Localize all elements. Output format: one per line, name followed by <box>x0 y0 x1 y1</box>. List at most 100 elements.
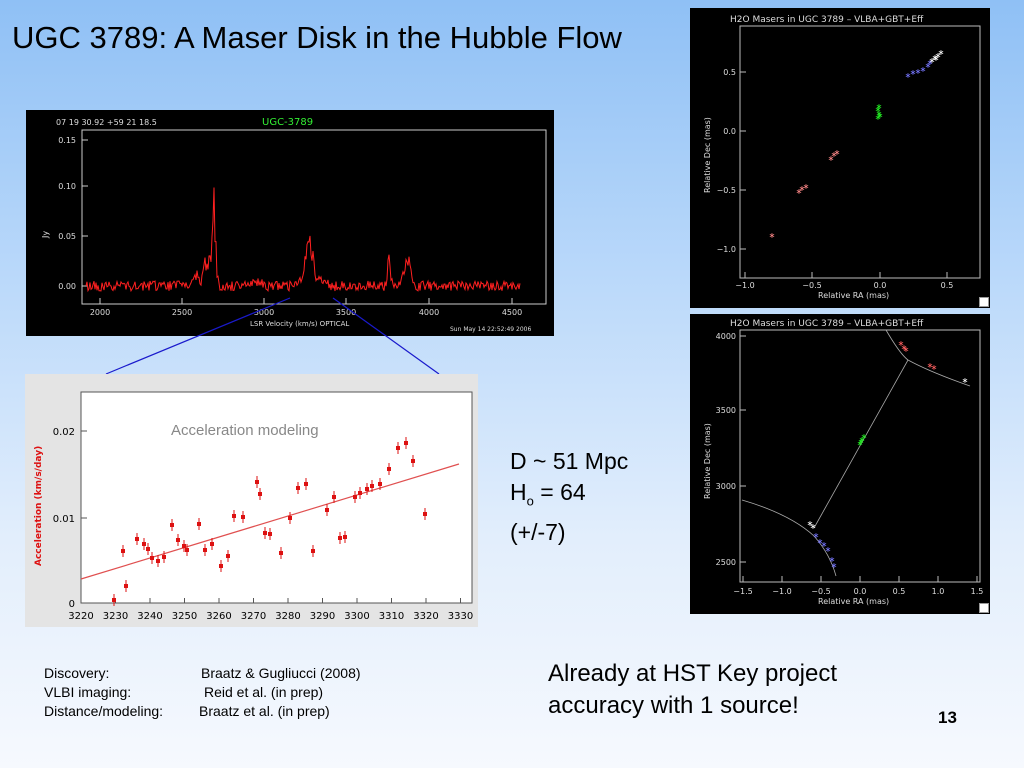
spectrum-xtick-label: 4000 <box>419 308 439 317</box>
maser-spot: ∗ <box>817 537 824 546</box>
map2-xtick-label: −0.5 <box>811 587 830 596</box>
map2-title: H2O Masers in UGC 3789 – VLBA+GBT+Eff <box>730 319 924 329</box>
acceleration-xtick-label: 3290 <box>310 611 335 622</box>
map1-ylabel: Relative Dec (mas) <box>703 117 712 193</box>
acceleration-point <box>296 486 300 490</box>
disk-curve-upper <box>885 329 971 387</box>
acceleration-xtick-label: 3330 <box>448 611 473 622</box>
acceleration-point <box>387 467 391 471</box>
acceleration-point <box>258 492 262 496</box>
acceleration-point <box>121 549 125 553</box>
acceleration-point <box>197 522 201 526</box>
acceleration-xticks: 3220 3230 3240 3250 3260 3270 3280 3290 3300 3310… <box>68 598 473 622</box>
acceleration-xtick-label: 3280 <box>275 611 300 622</box>
acceleration-xtick-label: 3240 <box>137 611 162 622</box>
resize-handle[interactable] <box>979 297 989 307</box>
acceleration-point <box>263 531 267 535</box>
h0-error: (+/-7) <box>510 518 566 545</box>
map2-ylabel: Relative Dec (mas) <box>703 423 712 499</box>
acceleration-point <box>142 542 146 546</box>
maser-spot: ∗ <box>861 432 868 441</box>
claim-line-1: Already at HST Key project <box>548 660 838 687</box>
spectrum-ytick-label: 0.05 <box>58 232 76 241</box>
claim-block: Already at HST Key project accuracy with… <box>548 658 968 722</box>
acceleration-xtick-label: 3230 <box>103 611 128 622</box>
distance-text: D ~ 51 Mpc <box>510 448 629 474</box>
spectrum-xtick-label: 2500 <box>172 308 192 317</box>
acceleration-point <box>135 537 139 541</box>
maser-spot: ∗ <box>807 519 814 528</box>
maser-spot: ∗ <box>831 150 838 159</box>
hubble-constant: Ho = 64 <box>510 477 628 517</box>
spectrum-xticks: 2000 2500 3000 3500 4000 4500 <box>90 298 522 317</box>
acceleration-point <box>150 556 154 560</box>
map1-ytick-label: 0.0 <box>723 127 736 136</box>
maser-spot: ∗ <box>929 56 936 65</box>
spectrum-ytick-label: 0.15 <box>58 136 76 145</box>
map2-xtick-label: −1.5 <box>733 587 752 596</box>
maser-spot: ∗ <box>938 48 945 57</box>
ref-row: VLBI imaging: Reid et al. (in prep) <box>44 683 361 702</box>
acceleration-point <box>279 551 283 555</box>
ref-label: Distance/modeling: <box>44 703 164 719</box>
acceleration-point <box>124 584 128 588</box>
resize-handle[interactable] <box>979 603 989 613</box>
maser-spot: ∗ <box>810 522 817 531</box>
spectrum-ytick-label: 0.10 <box>58 182 76 191</box>
spectrum-coords: 07 19 30.92 +59 21 18.5 <box>56 118 157 127</box>
maser-spot: ∗ <box>898 339 905 348</box>
acceleration-point <box>396 446 400 450</box>
acceleration-point <box>338 536 342 540</box>
acceleration-xtick-label: 3260 <box>206 611 231 622</box>
spectrum-xlabel: LSR Velocity (km/s) OPTICAL <box>250 320 349 328</box>
map2-maser-spots: ∗∗∗∗∗∗∗∗∗∗∗∗∗∗∗∗∗∗ <box>807 339 969 570</box>
map1-xtick-label: −1.0 <box>735 281 754 290</box>
map1-ytick-label: −0.5 <box>717 186 736 195</box>
acceleration-point <box>255 480 259 484</box>
maser-spot: ∗ <box>925 61 932 70</box>
acceleration-xtick-label: 3300 <box>344 611 369 622</box>
acceleration-label: Acceleration modeling <box>171 422 319 439</box>
map1-yticks: 0.5 0.0 −0.5 −1.0 <box>717 68 746 254</box>
maser-spot: ∗ <box>931 363 938 372</box>
spectrum-xtick-label: 4500 <box>502 308 522 317</box>
acceleration-point <box>311 549 315 553</box>
maser-spot: ∗ <box>769 231 776 240</box>
spectrum-name: UGC-3789 <box>262 117 313 128</box>
ref-label: VLBI imaging: <box>44 684 132 700</box>
map2-frame <box>739 329 981 583</box>
page-number: 13 <box>938 708 957 727</box>
maser-spot: ∗ <box>915 67 922 76</box>
acceleration-point <box>325 508 329 512</box>
acceleration-point <box>353 495 357 499</box>
maser-spot: ∗ <box>828 154 835 163</box>
maser-spot: ∗ <box>905 71 912 80</box>
spectrum-timestamp: Sun May 14 22:52:49 2006 <box>450 326 531 333</box>
ref-row: Discovery: Braatz & Gugliucci (2008) <box>44 664 361 683</box>
maser-spot: ∗ <box>903 345 910 354</box>
maser-spot: ∗ <box>877 111 884 120</box>
map1-xtick-label: 0.5 <box>941 281 954 290</box>
maser-map-bottom-plot: H2O Masers in UGC 3789 – VLBA+GBT+Eff Re… <box>703 319 984 606</box>
maser-spot: ∗ <box>927 58 934 67</box>
disk-curve-lower <box>741 499 837 577</box>
map2-xtick-label: 0.0 <box>854 587 867 596</box>
h0-value: = 64 <box>533 479 586 505</box>
map2-xtick-label: 1.0 <box>932 587 945 596</box>
ref-label: Discovery: <box>44 665 110 681</box>
map2-xlabel: Relative RA (mas) <box>818 597 889 606</box>
spectrum-xtick-label: 3000 <box>254 308 274 317</box>
acceleration-xtick-label: 3220 <box>68 611 93 622</box>
acceleration-point <box>185 548 189 552</box>
maser-spot: ∗ <box>933 54 940 63</box>
map2-xtick-label: 1.5 <box>971 587 984 596</box>
maser-map-top: H2O Masers in UGC 3789 – VLBA+GBT+Eff Re… <box>690 8 990 308</box>
spectrum-xtick-label: 2000 <box>90 308 110 317</box>
maser-spot: ∗ <box>813 531 820 540</box>
map1-xticks: −1.0 −0.5 0.0 0.5 <box>735 272 953 290</box>
acceleration-point <box>112 598 116 602</box>
acceleration-point <box>156 559 160 563</box>
ref-value: Braatz & Gugliucci (2008) <box>201 665 361 681</box>
spectrum-line <box>85 187 521 293</box>
spectrum-panel: 07 19 30.92 +59 21 18.5 UGC-3789 Jy 0.15… <box>26 110 554 336</box>
